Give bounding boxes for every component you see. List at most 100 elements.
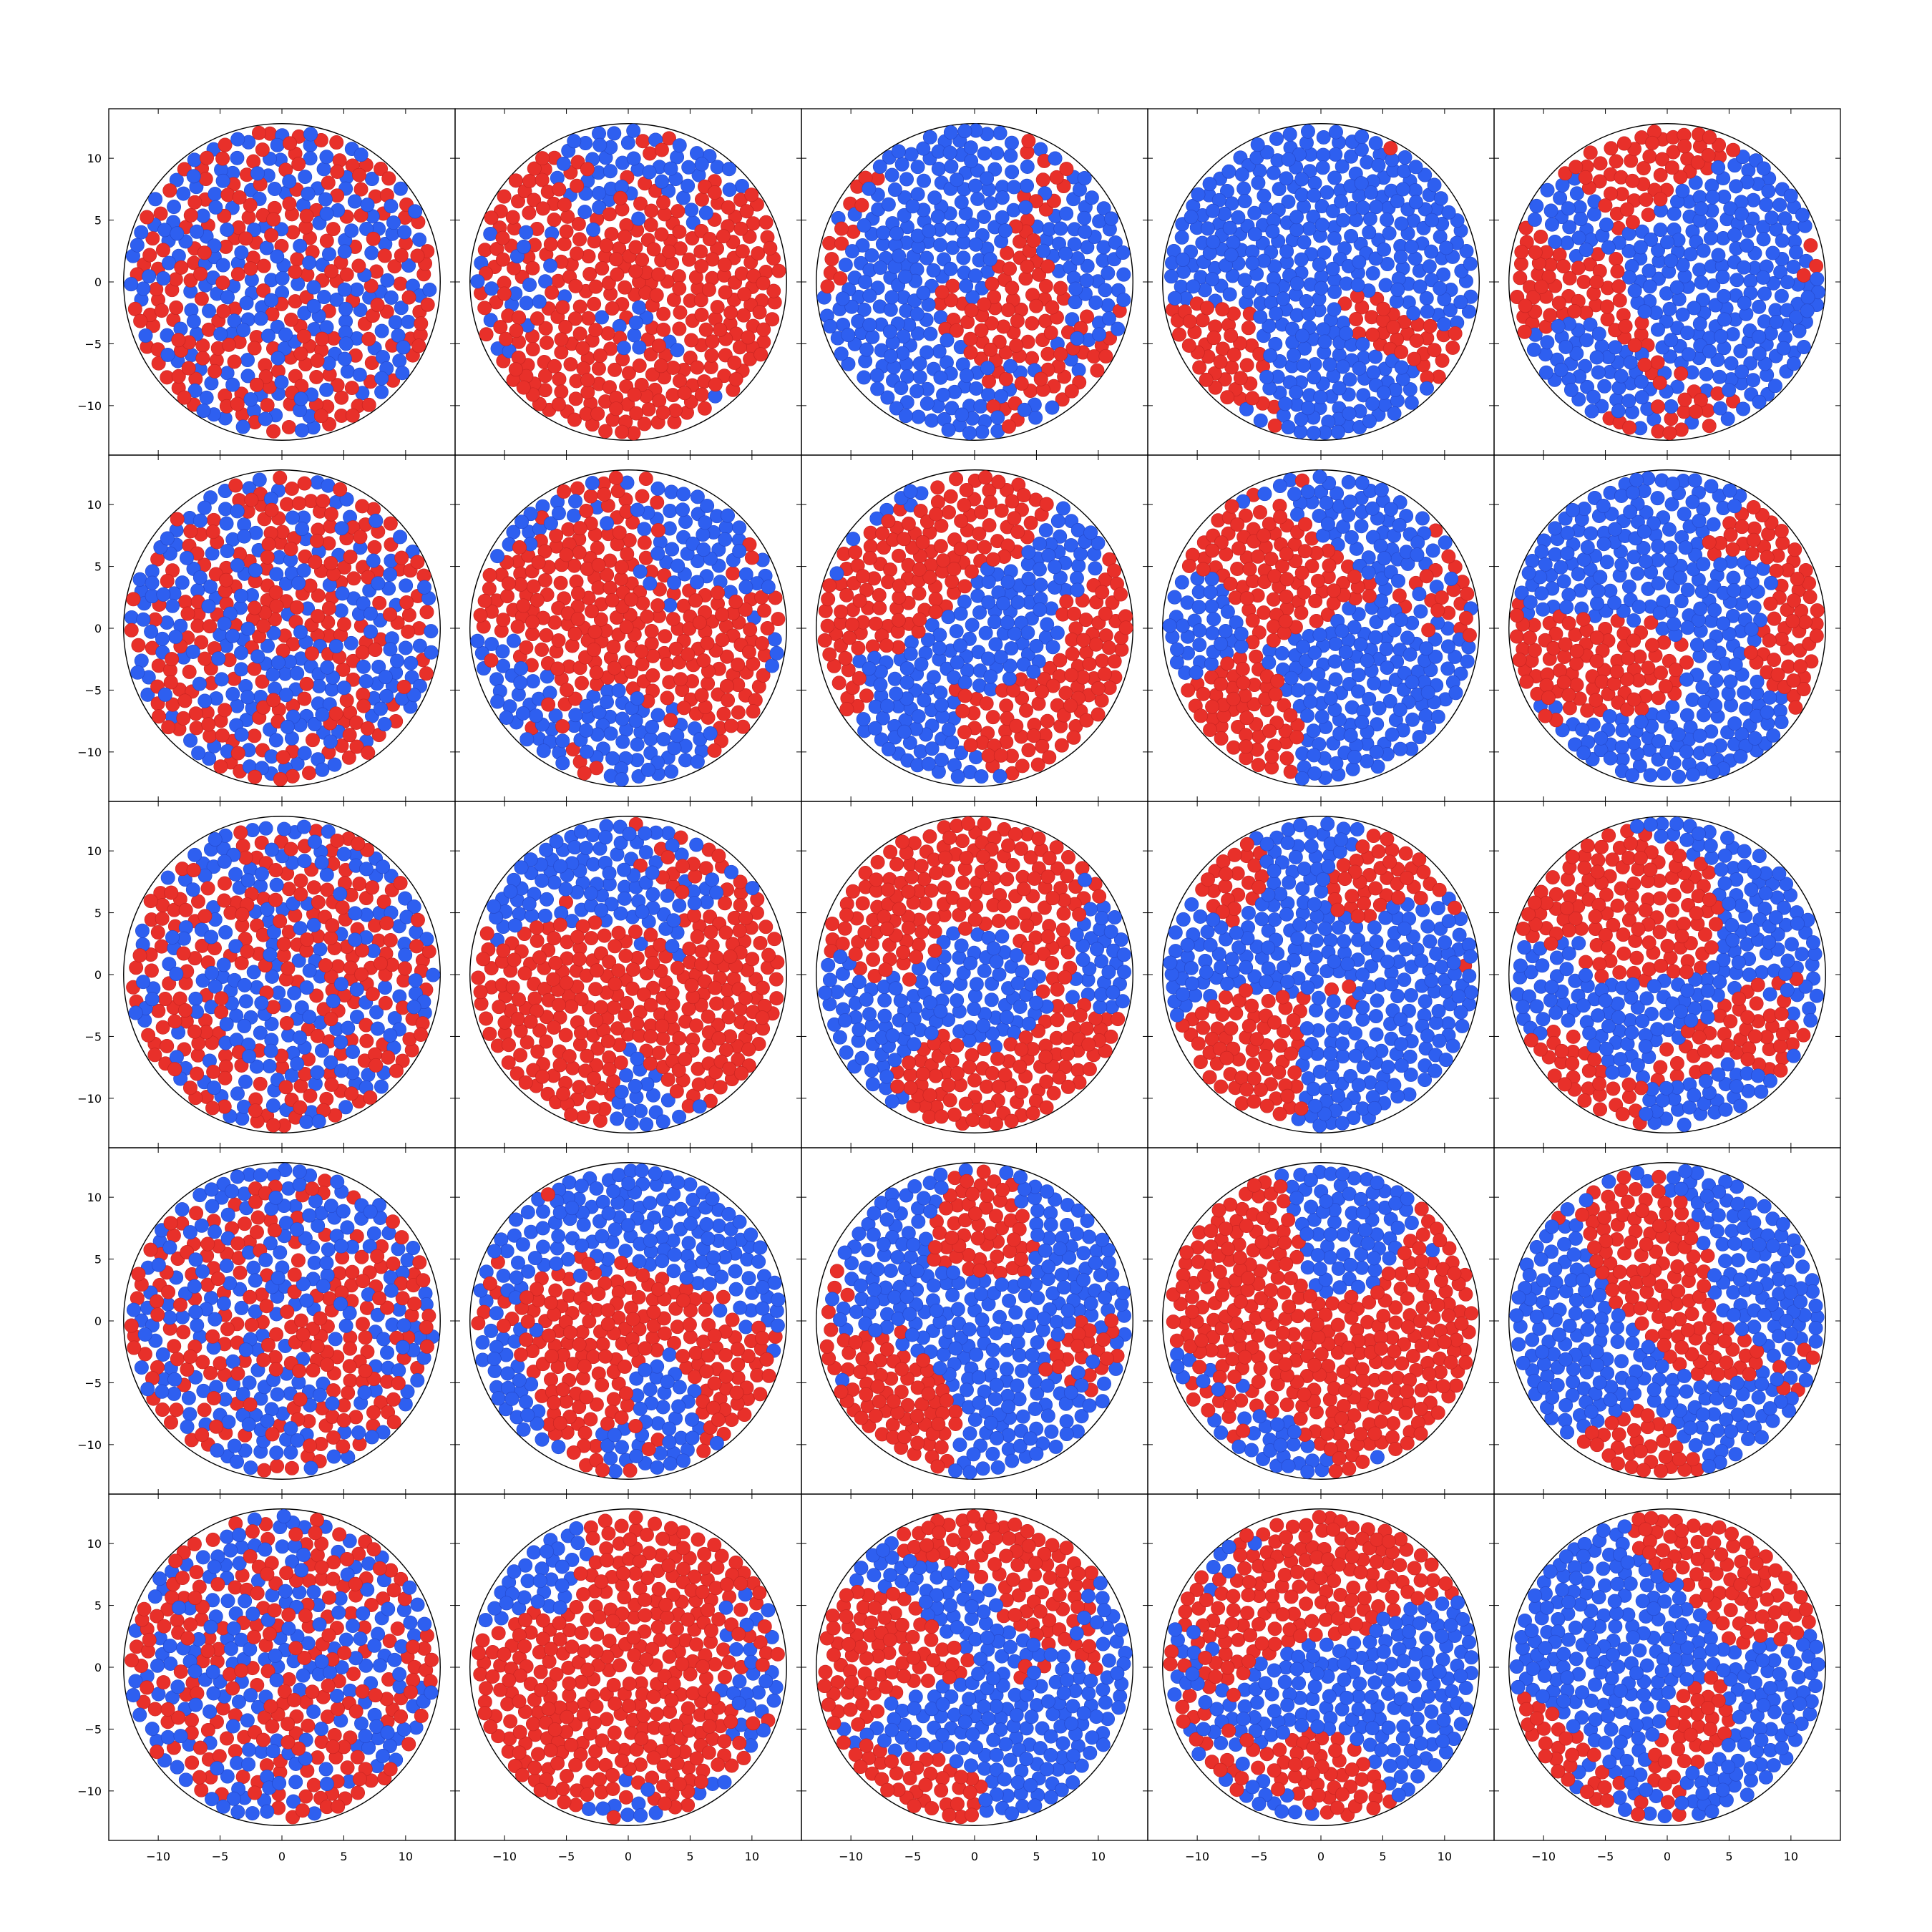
blue-point — [267, 182, 282, 196]
red-point — [396, 679, 411, 694]
red-point — [1064, 384, 1079, 399]
blue-point — [259, 240, 274, 255]
red-point — [964, 303, 979, 318]
blue-point — [1047, 560, 1062, 575]
blue-point — [1757, 286, 1772, 301]
blue-point — [1742, 224, 1756, 238]
blue-point — [1341, 658, 1355, 673]
blue-point — [1737, 685, 1752, 700]
red-point — [133, 313, 148, 328]
blue-point — [187, 383, 203, 398]
red-point — [632, 358, 647, 373]
blue-point — [1536, 602, 1551, 617]
blue-point — [932, 640, 947, 655]
blue-point — [386, 215, 401, 230]
red-point — [1091, 707, 1106, 722]
blue-point — [1316, 322, 1331, 337]
red-point — [1702, 130, 1717, 145]
blue-point — [290, 665, 305, 680]
blue-point — [910, 187, 925, 202]
red-point — [381, 1050, 396, 1065]
blue-point — [1685, 692, 1700, 707]
red-point — [218, 876, 232, 891]
blue-point — [1101, 265, 1116, 280]
blue-point — [145, 575, 160, 590]
blue-point — [1289, 385, 1304, 400]
blue-point — [684, 203, 699, 218]
red-point — [539, 335, 554, 350]
blue-point — [1055, 501, 1070, 516]
blue-point — [218, 924, 233, 940]
blue-point — [1555, 177, 1570, 192]
red-point — [355, 499, 370, 514]
red-point — [881, 514, 896, 529]
blue-point — [1603, 751, 1618, 766]
blue-point — [1725, 327, 1740, 342]
red-point — [610, 267, 625, 282]
blue-point — [192, 676, 207, 691]
red-point — [1760, 550, 1775, 565]
blue-point — [1307, 175, 1322, 190]
red-point — [834, 604, 849, 619]
blue-point — [981, 575, 996, 590]
red-point — [1252, 504, 1267, 519]
red-point — [155, 1020, 170, 1035]
blue-point — [1303, 694, 1318, 709]
blue-point — [317, 290, 331, 305]
red-point — [511, 194, 525, 209]
red-point — [260, 550, 275, 565]
red-point — [394, 550, 409, 565]
red-point — [152, 709, 166, 724]
blue-point — [1237, 194, 1252, 208]
red-point — [640, 609, 655, 624]
blue-point — [1368, 136, 1383, 151]
red-point — [355, 645, 370, 660]
blue-point — [1314, 709, 1330, 724]
red-point — [606, 640, 621, 654]
red-point — [953, 542, 968, 557]
red-point — [1106, 563, 1121, 578]
red-point — [180, 606, 195, 621]
blue-point — [160, 531, 175, 546]
blue-point — [1544, 217, 1559, 232]
blue-point — [926, 263, 941, 278]
red-point — [162, 183, 177, 198]
blue-point — [175, 575, 190, 590]
blue-point — [873, 677, 888, 692]
red-point — [409, 939, 424, 954]
red-point — [587, 296, 602, 311]
red-point — [218, 137, 233, 152]
blue-point — [1413, 604, 1428, 619]
blue-point — [1200, 221, 1215, 236]
red-point — [221, 337, 236, 352]
blue-point — [615, 711, 630, 726]
red-point — [197, 909, 213, 924]
red-point — [273, 914, 288, 929]
red-point — [1205, 699, 1220, 714]
red-point — [325, 918, 340, 933]
red-point — [311, 609, 326, 624]
blue-point — [1636, 524, 1652, 539]
red-point — [181, 361, 196, 376]
blue-point — [1553, 362, 1568, 377]
blue-point — [1659, 744, 1674, 759]
red-point — [694, 688, 709, 703]
blue-point — [838, 258, 853, 273]
red-point — [1664, 160, 1679, 175]
red-point — [726, 566, 741, 581]
panel-2-5 — [1493, 454, 1841, 802]
red-point — [1639, 192, 1654, 208]
red-point — [676, 701, 691, 716]
red-point — [697, 401, 712, 416]
blue-point — [237, 977, 252, 992]
red-point — [1102, 640, 1116, 655]
blue-point — [1526, 342, 1541, 357]
blue-point — [1702, 344, 1717, 358]
red-point — [728, 372, 743, 387]
blue-point — [238, 994, 253, 1009]
red-point — [393, 876, 408, 891]
red-point — [628, 264, 643, 279]
blue-point — [1728, 657, 1743, 672]
blue-point — [130, 238, 145, 253]
red-point — [131, 638, 146, 653]
